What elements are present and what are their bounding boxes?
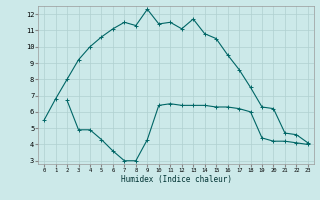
- X-axis label: Humidex (Indice chaleur): Humidex (Indice chaleur): [121, 175, 231, 184]
